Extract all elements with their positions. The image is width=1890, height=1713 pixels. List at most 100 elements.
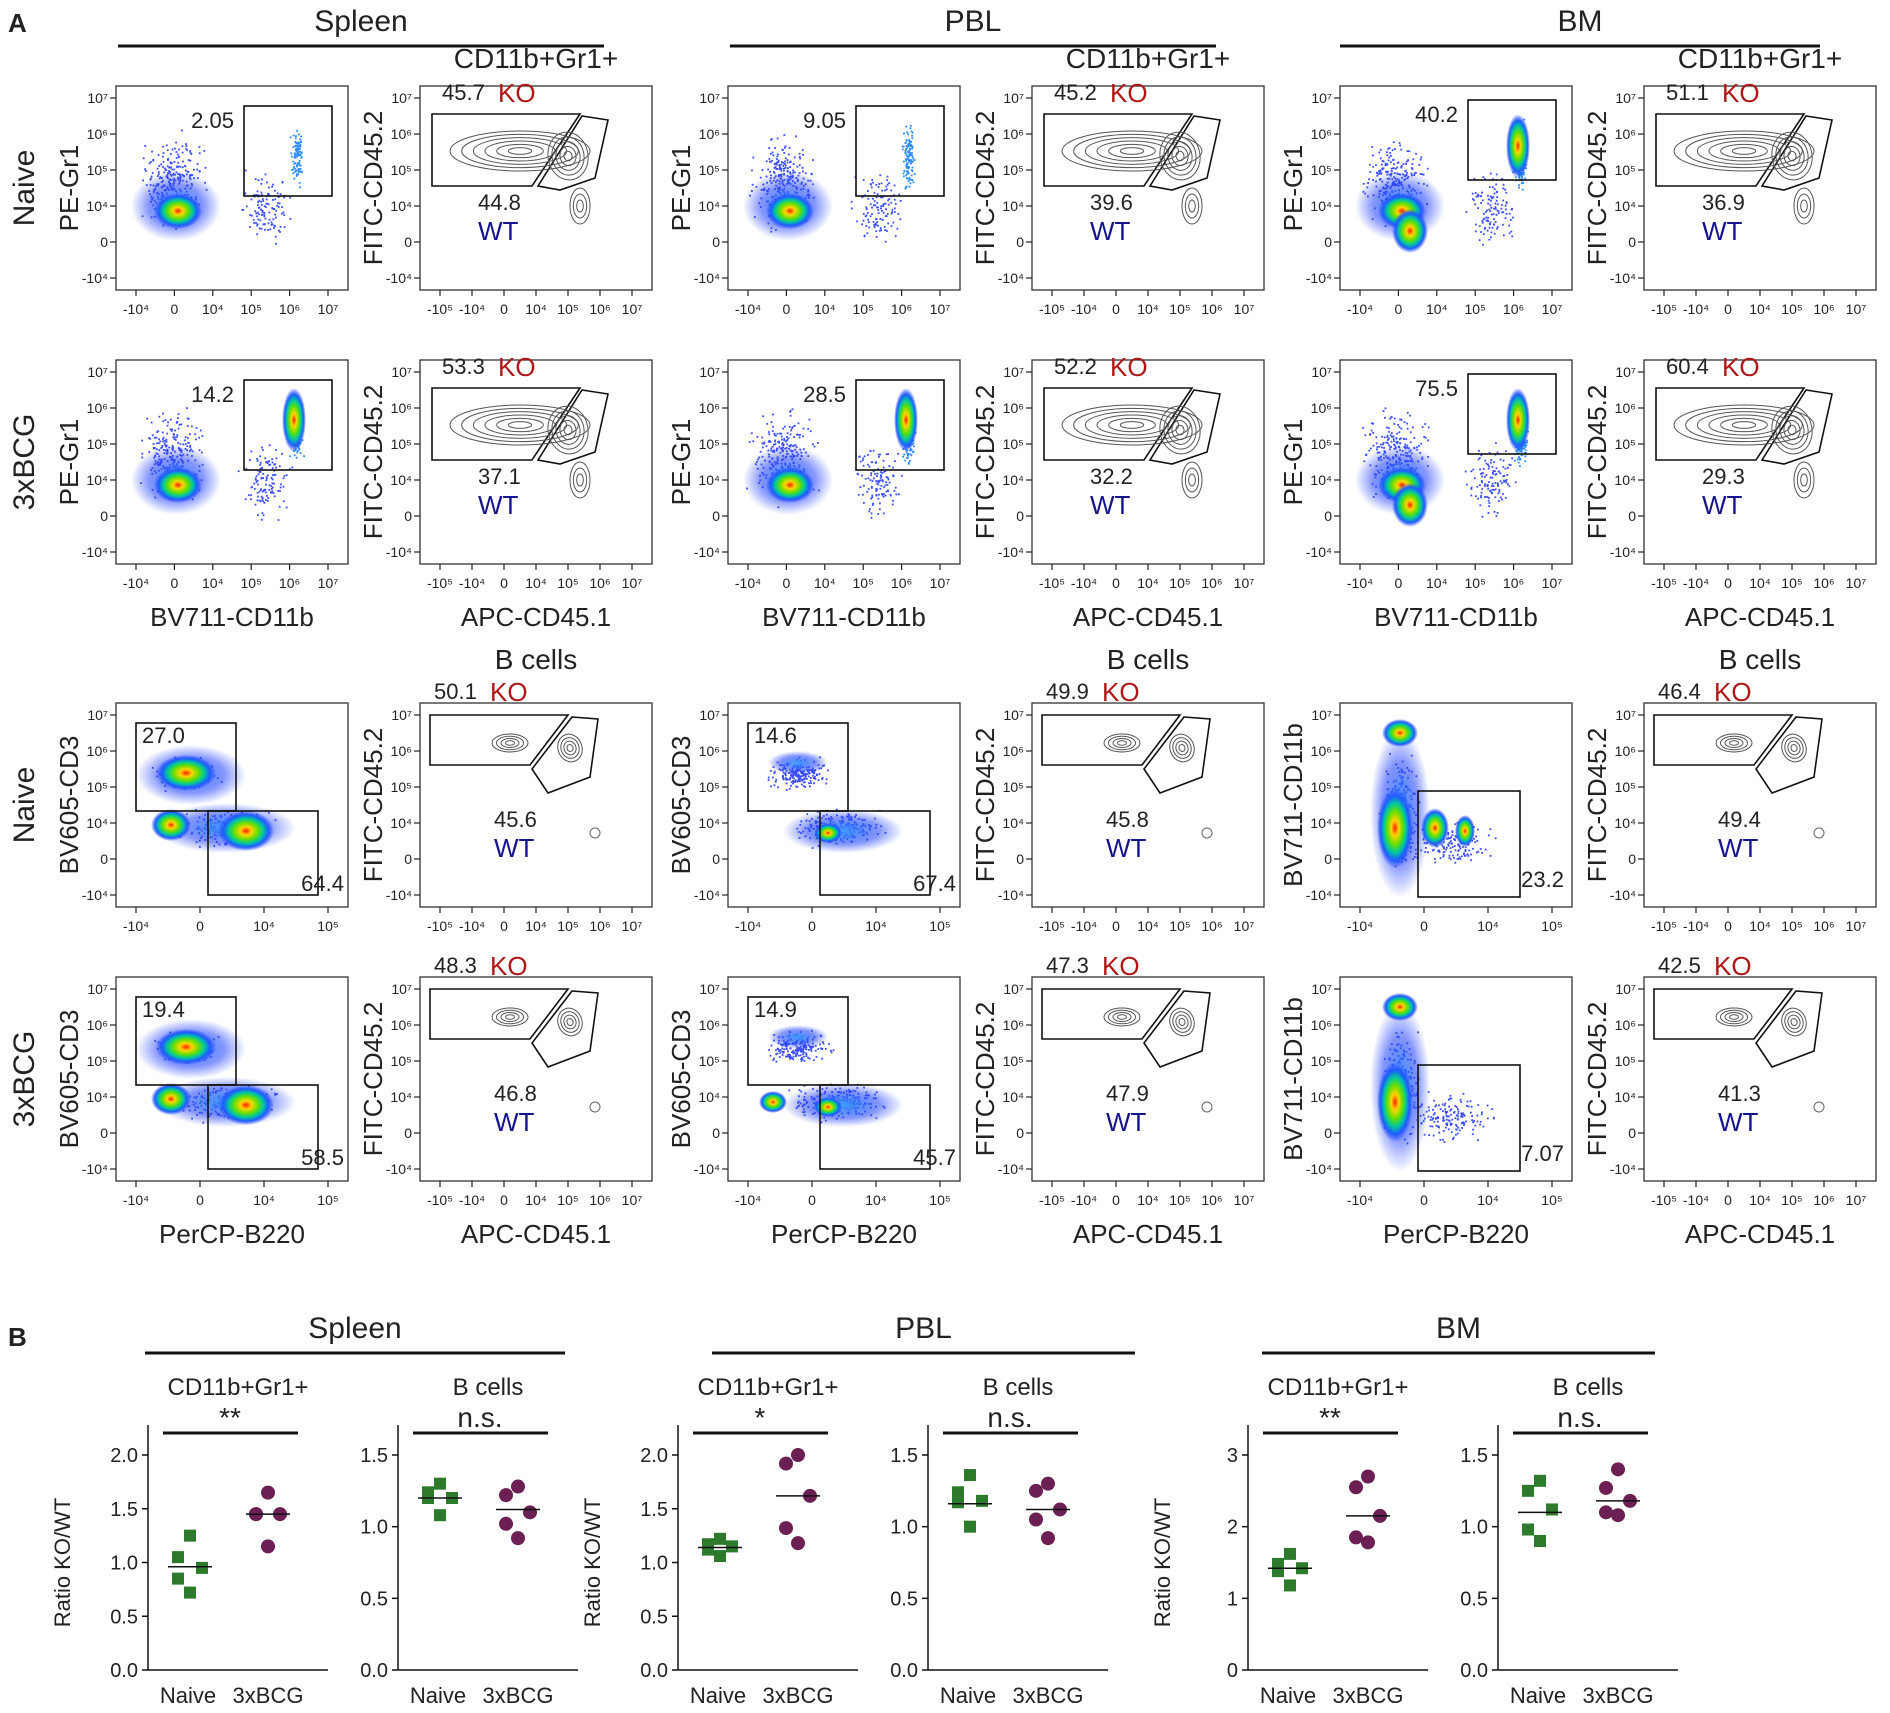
event-dot	[276, 192, 279, 195]
event-dot	[1505, 450, 1507, 453]
event-dot	[275, 209, 278, 212]
x-tick-label: 10⁷	[622, 301, 643, 317]
event-dot	[885, 188, 888, 191]
event-dot	[1400, 437, 1403, 440]
event-dot	[901, 148, 904, 151]
ko-percent: 50.1	[434, 679, 477, 704]
event-dot	[162, 436, 165, 439]
event-dot	[1406, 150, 1409, 153]
event-dot	[789, 166, 791, 168]
event-dot	[294, 137, 297, 140]
event-dot	[786, 167, 789, 170]
y-tick-label: -10⁴	[386, 1161, 412, 1177]
event-dot	[871, 480, 874, 483]
event-dot	[873, 226, 876, 229]
event-dot	[153, 436, 156, 439]
plot-frame	[1339, 359, 1573, 565]
event-dot	[260, 200, 263, 203]
event-dot	[765, 445, 768, 448]
contour-ring	[1787, 424, 1797, 436]
event-dot	[273, 208, 275, 210]
event-dot	[1403, 437, 1405, 440]
event-dot	[1369, 433, 1372, 436]
event-dot	[257, 483, 259, 486]
event-dot	[867, 197, 870, 200]
event-dot	[771, 430, 774, 432]
contour-ring	[1188, 199, 1196, 213]
y-tick-label: 10⁴	[1002, 472, 1024, 488]
event-dot	[897, 213, 900, 215]
x-tick-label: -10⁴	[735, 301, 761, 317]
event-dot	[168, 170, 170, 172]
event-dot	[905, 159, 907, 162]
event-dot	[1421, 173, 1423, 176]
event-dot	[774, 439, 777, 442]
event-dot	[298, 164, 301, 167]
event-dot	[1524, 177, 1526, 180]
event-dot	[809, 779, 812, 782]
b220-percent: 64.4	[301, 871, 344, 896]
event-dot	[1502, 183, 1505, 186]
y-tick-label: 0	[404, 1125, 412, 1141]
event-dot	[909, 158, 912, 161]
event-dot	[1522, 182, 1525, 184]
event-dot	[1470, 470, 1473, 473]
event-dot	[187, 418, 190, 420]
event-dot	[1494, 488, 1497, 491]
event-dot	[802, 153, 804, 156]
event-dot	[791, 427, 793, 430]
event-dot	[767, 431, 770, 433]
contour-ring	[491, 1007, 529, 1027]
event-dot	[1477, 193, 1479, 196]
event-dot	[773, 163, 776, 166]
event-dot	[169, 153, 172, 155]
event-dot	[1474, 223, 1477, 226]
contour-ring	[555, 415, 581, 445]
event-dot	[1494, 496, 1497, 499]
event-dot	[1394, 148, 1396, 150]
event-dot	[264, 457, 267, 460]
event-dot	[876, 221, 879, 223]
x-tick-label: 10⁴	[525, 918, 547, 934]
x-tick-label: -10⁴	[123, 575, 149, 591]
event-dot	[906, 131, 909, 134]
event-dot	[1400, 427, 1403, 430]
event-dot	[293, 152, 296, 154]
event-dot	[1478, 484, 1481, 486]
event-dot	[169, 161, 172, 164]
event-dot	[1424, 436, 1427, 439]
event-dot	[260, 203, 263, 206]
event-dot	[877, 513, 880, 515]
contour-ring	[1800, 199, 1808, 213]
event-dot	[885, 481, 888, 484]
event-dot	[780, 169, 783, 172]
event-dot	[300, 155, 303, 158]
event-dot	[1386, 171, 1389, 174]
event-dot	[265, 477, 268, 480]
event-dot	[260, 495, 263, 498]
ko-label: KO	[1110, 352, 1148, 382]
contour-ring	[1119, 147, 1145, 155]
event-dot	[1405, 169, 1407, 172]
wt-label: WT	[478, 216, 519, 246]
event-dot	[299, 170, 302, 173]
y-tick-label: 10⁷	[391, 90, 412, 106]
event-dot	[156, 167, 159, 170]
event-dot	[909, 124, 912, 127]
event-dot	[1488, 502, 1491, 504]
event-dot	[1479, 468, 1481, 471]
event-dot	[300, 140, 302, 143]
x-tick-label: -10⁵	[1651, 301, 1677, 317]
event-dot	[283, 196, 285, 199]
event-dot	[789, 410, 792, 413]
x-tick-label: 10⁶	[589, 918, 610, 934]
event-dot	[785, 778, 788, 781]
x-tick-label: 10⁵	[853, 575, 874, 591]
x-tick-label: 0	[196, 1192, 204, 1208]
event-dot	[885, 215, 888, 217]
event-dot	[1516, 451, 1519, 454]
event-dot	[867, 477, 870, 480]
y-tick-label: -10⁴	[1306, 544, 1332, 560]
